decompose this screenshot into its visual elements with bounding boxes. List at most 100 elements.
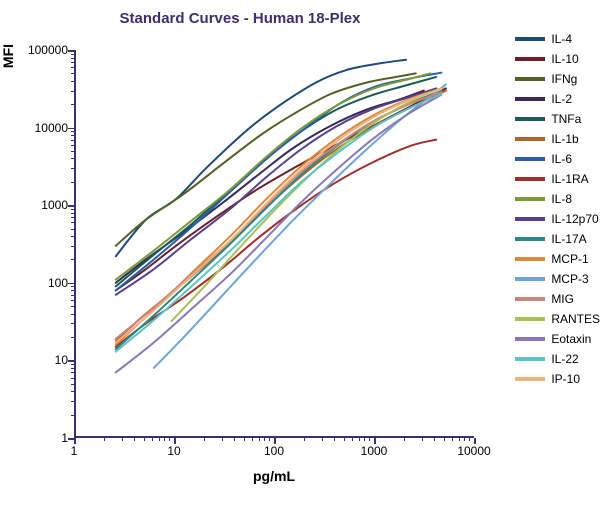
legend-item: MCP-1 — [515, 252, 600, 266]
ytick-label: 100000 — [28, 43, 68, 57]
ytick-label: 10 — [55, 353, 68, 367]
legend-swatch — [515, 277, 545, 281]
xtick-minor — [269, 438, 270, 441]
xtick-label: 1 — [71, 444, 78, 458]
xtick-minor — [469, 438, 470, 441]
ytick-minor — [71, 384, 74, 385]
ytick-minor — [71, 295, 74, 296]
ytick-minor — [71, 217, 74, 218]
legend-label: IL-2 — [551, 92, 572, 106]
legend-label: IL-8 — [551, 192, 572, 206]
ytick-minor — [71, 391, 74, 392]
xtick-minor — [164, 438, 165, 441]
ytick-minor — [71, 54, 74, 55]
legend-label: IL-1RA — [551, 172, 588, 186]
series-IL-4 — [116, 60, 406, 257]
legend-item: IL-12p70 — [515, 212, 600, 226]
ytick-minor — [71, 229, 74, 230]
xtick-minor — [359, 438, 360, 441]
ytick-minor — [71, 104, 74, 105]
legend-swatch — [515, 157, 545, 161]
xtick-label: 1000 — [361, 444, 388, 458]
legend-item: IL-4 — [515, 32, 600, 46]
legend-swatch — [515, 337, 545, 341]
ytick-minor — [71, 135, 74, 136]
legend-swatch — [515, 117, 545, 121]
legend-item: IL-10 — [515, 52, 600, 66]
legend-swatch — [515, 37, 545, 41]
legend-swatch — [515, 97, 545, 101]
legend-swatch — [515, 77, 545, 81]
xtick — [74, 438, 76, 444]
ytick-minor — [71, 73, 74, 74]
xtick — [474, 438, 476, 444]
ytick — [68, 50, 74, 52]
xtick-minor — [252, 438, 253, 441]
xtick — [274, 438, 276, 444]
legend-label: IL-12p70 — [551, 212, 598, 226]
ytick-minor — [71, 67, 74, 68]
xtick-label: 10 — [167, 444, 180, 458]
ytick-minor — [71, 364, 74, 365]
ytick — [68, 205, 74, 207]
legend-label: IL-1b — [551, 132, 578, 146]
xtick-minor — [234, 438, 235, 441]
ytick-minor — [71, 372, 74, 373]
legend-swatch — [515, 137, 545, 141]
ytick-label: 10000 — [35, 121, 68, 135]
series-Eotaxin — [116, 95, 442, 373]
legend-item: IL-2 — [515, 92, 600, 106]
ytick — [68, 360, 74, 362]
ytick-minor — [71, 145, 74, 146]
legend-swatch — [515, 217, 545, 221]
ytick-minor — [71, 236, 74, 237]
chart-title: Standard Curves - Human 18-Plex — [0, 10, 480, 27]
ytick-minor — [71, 222, 74, 223]
xtick-minor — [369, 438, 370, 441]
legend-item: MIG — [515, 292, 600, 306]
ytick-minor — [71, 168, 74, 169]
legend-item: IL-1RA — [515, 172, 600, 186]
xtick — [174, 438, 176, 444]
xtick-minor — [434, 438, 435, 441]
legend-item: TNFa — [515, 112, 600, 126]
ytick-minor — [71, 368, 74, 369]
ytick-minor — [71, 300, 74, 301]
curves-svg — [76, 50, 476, 438]
x-axis-label: pg/mL — [74, 468, 474, 484]
ytick-minor — [71, 151, 74, 152]
ytick-minor — [71, 246, 74, 247]
legend-label: TNFa — [551, 112, 581, 126]
xtick-minor — [304, 438, 305, 441]
ytick-minor — [71, 209, 74, 210]
chart-container: Standard Curves - Human 18-Plex MFI pg/m… — [0, 0, 608, 513]
ytick-minor — [71, 62, 74, 63]
ytick-minor — [71, 213, 74, 214]
xtick-minor — [364, 438, 365, 441]
legend-label: IL-4 — [551, 32, 572, 46]
legend-label: MCP-3 — [551, 272, 588, 286]
ytick-minor — [71, 286, 74, 287]
legend-label: IFNg — [551, 72, 577, 86]
legend-swatch — [515, 317, 545, 321]
ytick-minor — [71, 58, 74, 59]
legend-label: Eotaxin — [551, 332, 591, 346]
ytick-minor — [71, 91, 74, 92]
xtick-minor — [144, 438, 145, 441]
ytick-minor — [71, 415, 74, 416]
xtick-minor — [152, 438, 153, 441]
legend-item: IL-1b — [515, 132, 600, 146]
xtick — [374, 438, 376, 444]
xtick-minor — [352, 438, 353, 441]
xtick-minor — [264, 438, 265, 441]
ytick-minor — [71, 182, 74, 183]
ytick-label: 1000 — [41, 198, 68, 212]
y-axis-label: MFI — [0, 0, 16, 250]
xtick-minor — [122, 438, 123, 441]
ytick — [68, 128, 74, 130]
xtick-minor — [244, 438, 245, 441]
legend-item: IL-8 — [515, 192, 600, 206]
xtick-minor — [464, 438, 465, 441]
legend-swatch — [515, 197, 545, 201]
ytick-minor — [71, 140, 74, 141]
